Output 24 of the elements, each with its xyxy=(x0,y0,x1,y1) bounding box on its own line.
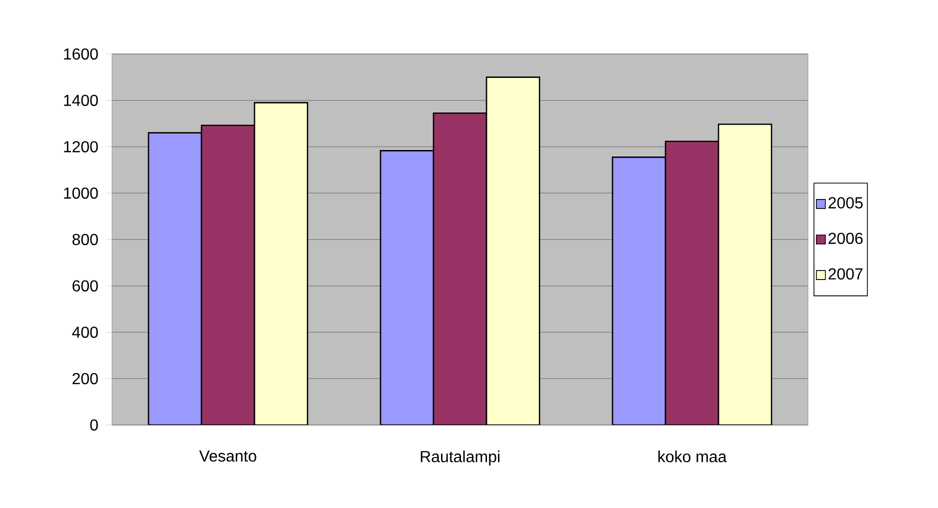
y-tick-label: 400 xyxy=(72,326,98,338)
y-tick-label: 200 xyxy=(72,372,98,384)
bar xyxy=(254,102,308,425)
y-tick-label: 1400 xyxy=(64,94,98,106)
bar xyxy=(664,140,720,425)
legend-label: 2006 xyxy=(828,232,863,244)
bar xyxy=(380,150,434,425)
bar xyxy=(486,76,540,425)
y-tick-label: 1000 xyxy=(64,187,98,199)
legend-label: 2005 xyxy=(828,197,863,208)
y-tick-label: 1600 xyxy=(64,48,98,60)
x-tick-label: Vesanto xyxy=(199,450,256,462)
y-tick-label: 1200 xyxy=(64,141,98,152)
bar xyxy=(612,156,666,425)
x-tick-label: Rautalampi xyxy=(420,450,500,466)
y-tick-label: 600 xyxy=(72,280,98,292)
y-tick-label: 800 xyxy=(72,234,98,246)
legend-label: 2007 xyxy=(828,268,863,280)
bar xyxy=(718,124,772,425)
bar xyxy=(148,132,202,425)
bar xyxy=(200,124,256,425)
x-tick-label: koko maa xyxy=(658,450,727,462)
y-tick-label: 0 xyxy=(90,419,98,431)
bar xyxy=(432,112,488,425)
